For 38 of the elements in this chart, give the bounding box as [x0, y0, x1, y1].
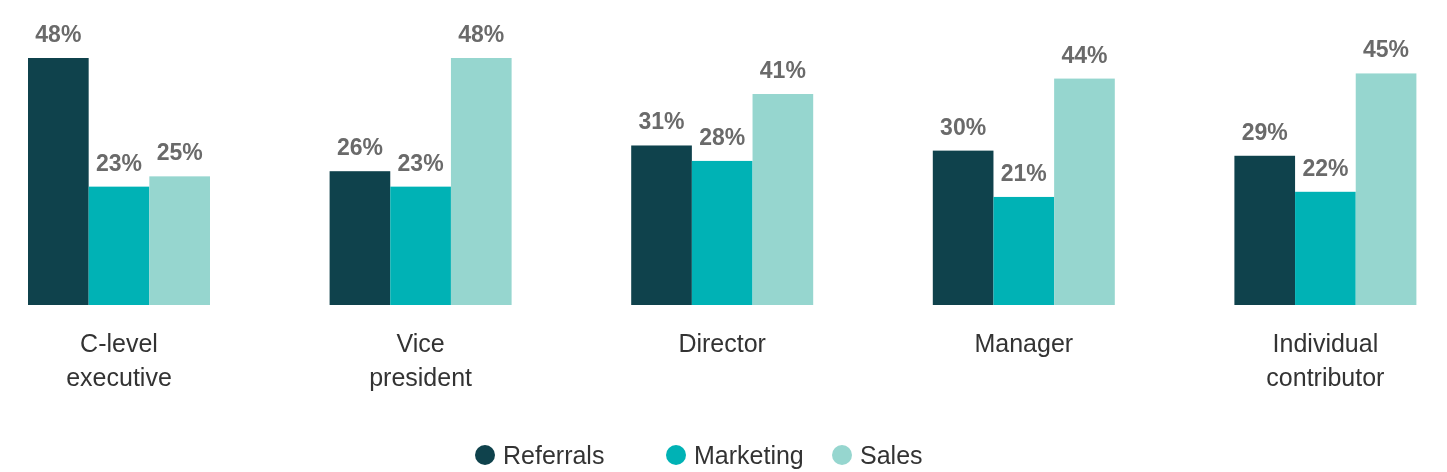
data-label: 26% — [336, 134, 383, 161]
data-label: 25% — [156, 139, 203, 166]
data-label: 48% — [458, 21, 505, 47]
data-label: 41% — [759, 57, 806, 84]
bar — [28, 58, 89, 305]
data-label: 23% — [95, 149, 143, 176]
bar — [752, 94, 814, 305]
legend-label: Referrals — [503, 441, 605, 469]
bar — [1355, 73, 1417, 305]
x-tick-label: Manager — [974, 329, 1074, 357]
bar — [932, 150, 994, 305]
data-label: 22% — [1302, 154, 1349, 181]
bar — [1054, 78, 1115, 305]
legend-label: Sales — [860, 441, 923, 469]
x-tick-label: Director — [678, 329, 766, 357]
legend-label: Marketing — [694, 441, 804, 469]
data-label: 30% — [940, 113, 987, 140]
data-label: 31% — [638, 108, 685, 135]
bar — [691, 160, 753, 305]
bar — [88, 186, 150, 305]
x-tick-label: Vice president — [369, 329, 473, 391]
data-label: 28% — [699, 123, 746, 150]
bar — [1234, 155, 1296, 305]
bar — [450, 58, 512, 305]
bar — [329, 171, 391, 305]
data-label: 23% — [397, 149, 444, 176]
bar — [1295, 191, 1356, 305]
x-tick-label: C-level executive — [66, 329, 172, 391]
bar — [149, 176, 210, 305]
bar — [631, 145, 692, 305]
data-label: 21% — [1000, 159, 1047, 186]
data-label: 48% — [35, 21, 82, 47]
bar — [993, 196, 1055, 305]
data-label: 44% — [1061, 41, 1108, 68]
x-tick-label: Individual contributor — [1266, 329, 1385, 391]
data-label: 29% — [1241, 118, 1288, 145]
data-label: 45% — [1363, 36, 1410, 63]
bar — [390, 186, 451, 305]
